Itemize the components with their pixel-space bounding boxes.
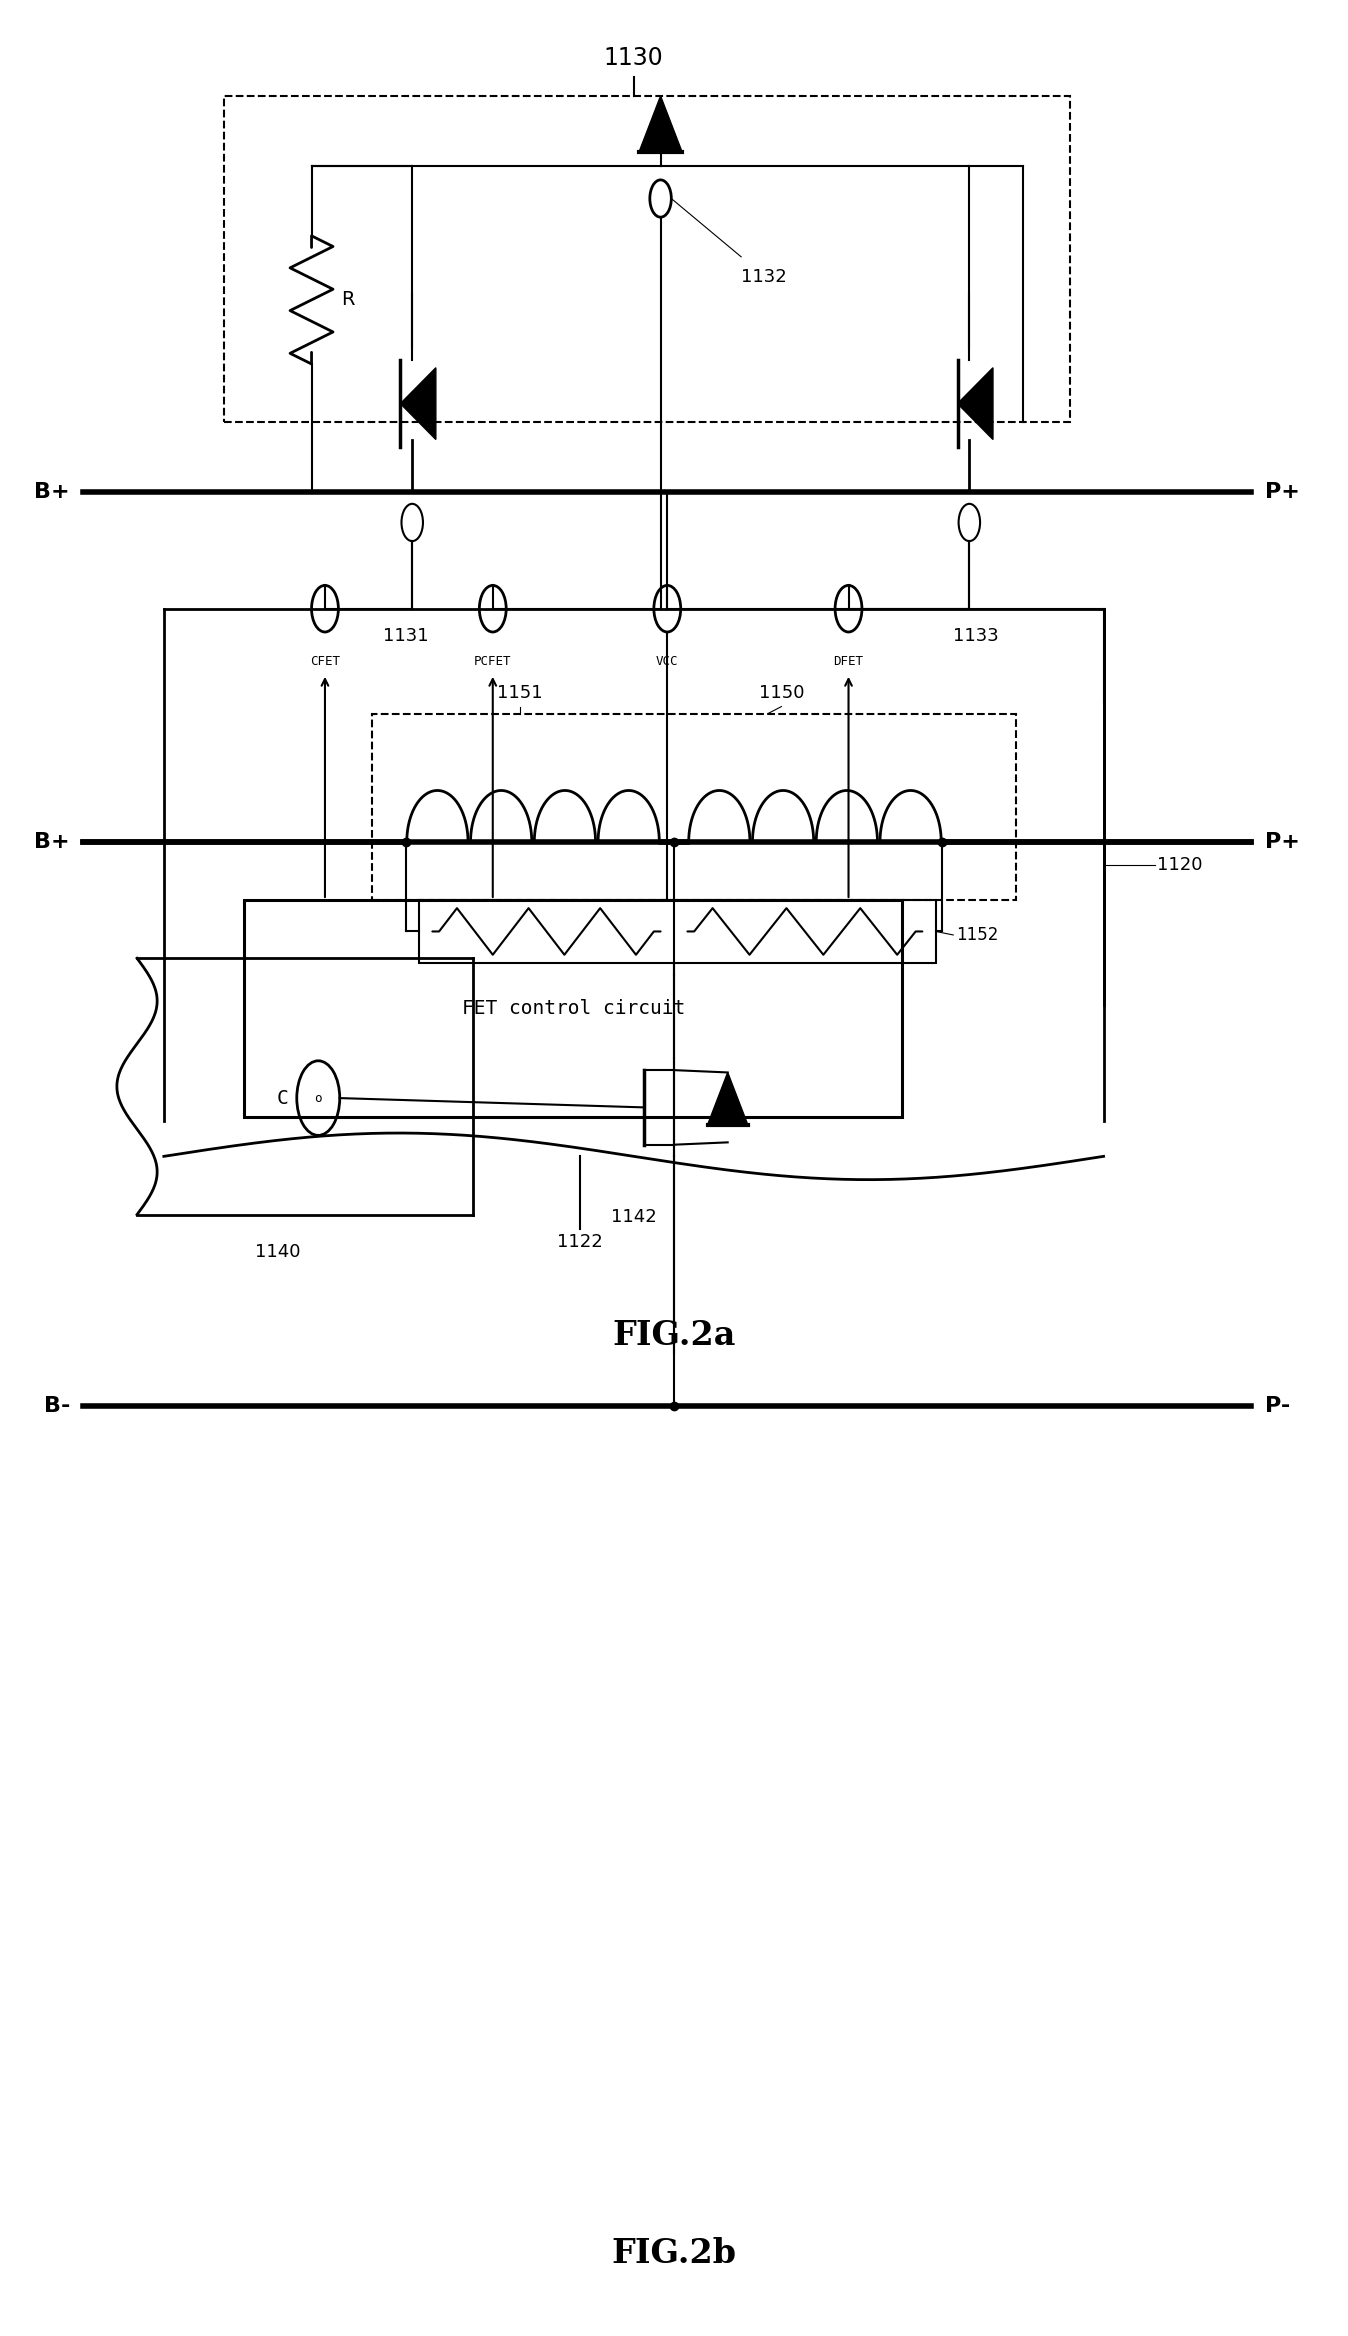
Text: R: R xyxy=(341,290,355,308)
Text: DFET: DFET xyxy=(833,656,864,668)
Text: 1151: 1151 xyxy=(497,684,542,701)
Text: P+: P+ xyxy=(1264,832,1299,853)
Text: 1142: 1142 xyxy=(611,1208,656,1226)
Text: FIG.2a: FIG.2a xyxy=(612,1320,736,1353)
Bar xyxy=(419,899,936,962)
Text: 1132: 1132 xyxy=(741,269,787,287)
Text: o: o xyxy=(314,1091,322,1105)
Polygon shape xyxy=(639,96,682,152)
Text: 1122: 1122 xyxy=(557,1233,603,1252)
Text: FIG.2b: FIG.2b xyxy=(612,2238,736,2271)
Text: 1150: 1150 xyxy=(759,684,805,701)
Polygon shape xyxy=(957,367,993,439)
Text: P+: P+ xyxy=(1264,481,1299,502)
Text: 1130: 1130 xyxy=(604,47,663,70)
Text: 1152: 1152 xyxy=(956,925,999,944)
Text: 1140: 1140 xyxy=(255,1243,301,1261)
Text: FET control circuit: FET control circuit xyxy=(462,1000,685,1018)
Text: CFET: CFET xyxy=(310,656,340,668)
Text: C: C xyxy=(276,1089,288,1107)
Text: 1133: 1133 xyxy=(953,628,999,645)
Text: B-: B- xyxy=(43,1395,70,1416)
Text: VCC: VCC xyxy=(656,656,678,668)
Bar xyxy=(224,96,1070,423)
Text: P-: P- xyxy=(1264,1395,1290,1416)
Text: B+: B+ xyxy=(34,832,70,853)
Bar xyxy=(372,712,1016,899)
Text: PCFET: PCFET xyxy=(474,656,511,668)
Text: B+: B+ xyxy=(34,481,70,502)
Text: 1131: 1131 xyxy=(383,628,429,645)
Bar xyxy=(244,899,902,1117)
Polygon shape xyxy=(708,1072,748,1126)
Polygon shape xyxy=(400,367,435,439)
Text: 1120: 1120 xyxy=(1158,855,1202,874)
